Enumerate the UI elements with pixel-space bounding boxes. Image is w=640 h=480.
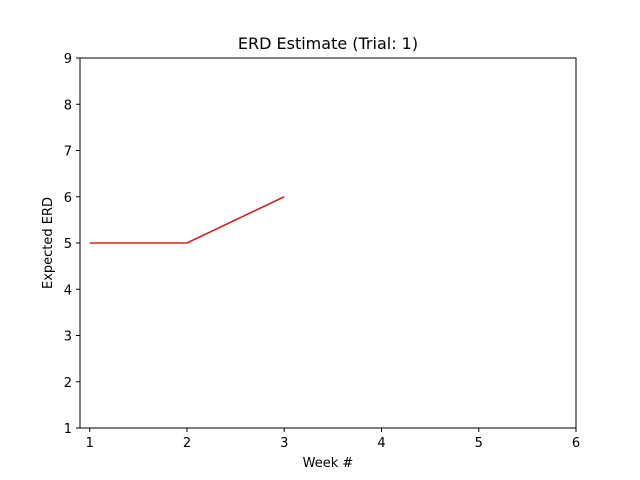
y-tick-label: 6	[64, 191, 72, 206]
x-tick-label: 6	[572, 436, 580, 451]
x-tick-label: 3	[280, 436, 288, 451]
series-layer	[89, 196, 285, 244]
x-tick-label: 1	[86, 436, 94, 451]
y-tick-label: 4	[64, 283, 72, 298]
y-axis: 1 2 3 4 5 6 7 8 9	[64, 52, 80, 437]
series-line	[89, 196, 285, 244]
y-tick-label: 5	[64, 237, 72, 252]
x-axis-label: Week #	[303, 456, 354, 471]
y-tick-label: 1	[64, 422, 72, 437]
y-tick-label: 9	[64, 52, 72, 67]
x-tick-label: 2	[183, 436, 191, 451]
y-tick-label: 7	[64, 145, 72, 160]
y-tick-label: 3	[64, 330, 72, 345]
y-axis-label: Expected ERD	[41, 197, 56, 289]
y-tick-label: 2	[64, 376, 72, 391]
y-tick-label: 8	[64, 98, 72, 113]
x-tick-label: 4	[377, 436, 385, 451]
x-tick-label: 5	[475, 436, 483, 451]
x-axis: 1 2 3 4 5 6	[86, 428, 580, 451]
chart-title: ERD Estimate (Trial: 1)	[238, 34, 418, 53]
